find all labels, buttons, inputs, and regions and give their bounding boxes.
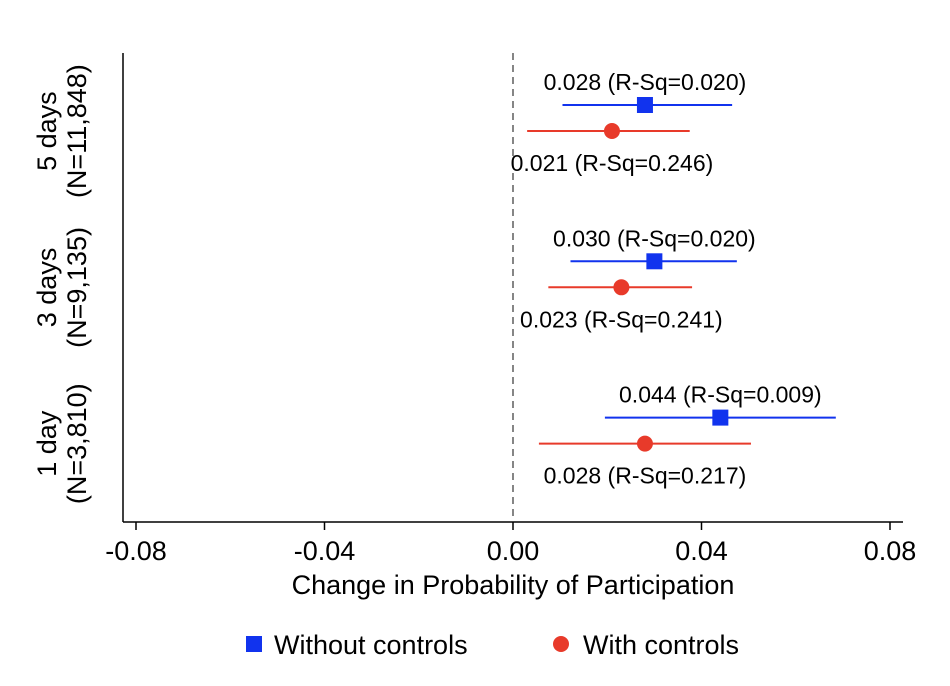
group-label-line1: 1 day bbox=[32, 410, 62, 477]
point-estimate-circle bbox=[636, 435, 653, 452]
group-label-line2: (N=11,848) bbox=[62, 64, 92, 198]
group-label: 3 days (N=9,135) bbox=[32, 227, 92, 348]
estimate-label: 0.044 (R-Sq=0.009) bbox=[619, 382, 822, 408]
legend-label: Without controls bbox=[274, 630, 468, 660]
x-tick-label: 0.04 bbox=[675, 536, 728, 566]
estimate-label: 0.028 (R-Sq=0.020) bbox=[544, 69, 747, 95]
x-tick-label: -0.08 bbox=[105, 536, 167, 566]
legend-marker-square bbox=[246, 636, 262, 652]
x-axis-title: Change in Probability of Participation bbox=[292, 570, 735, 600]
x-tick-label: -0.04 bbox=[294, 536, 356, 566]
x-axis-ticks: -0.08 -0.04 0.00 0.04 0.08 bbox=[105, 522, 916, 566]
estimate-marks: 0.028 (R-Sq=0.020) 0.021 (R-Sq=0.246) 0.03… bbox=[511, 69, 836, 489]
plot-axes bbox=[122, 53, 903, 523]
group-label-line2: (N=9,135) bbox=[62, 227, 92, 348]
group-label: 1 day (N=3,810) bbox=[32, 383, 92, 504]
point-estimate-circle bbox=[613, 279, 630, 296]
group-labels: 5 days (N=11,848) 3 days (N=9,135) 1 day (N=3… bbox=[32, 64, 92, 504]
x-tick-label: 0.08 bbox=[864, 536, 917, 566]
point-estimate-square bbox=[712, 409, 729, 426]
point-estimate-square bbox=[646, 253, 663, 270]
group-label-line1: 3 days bbox=[32, 248, 62, 328]
legend-marker-circle bbox=[553, 636, 569, 652]
estimate-label: 0.030 (R-Sq=0.020) bbox=[553, 225, 756, 251]
point-estimate-square bbox=[636, 97, 653, 113]
estimate-label: 0.021 (R-Sq=0.246) bbox=[511, 150, 714, 176]
point-estimate-circle bbox=[603, 123, 620, 139]
group-label-line1: 5 days bbox=[32, 91, 62, 171]
estimate-label: 0.023 (R-Sq=0.241) bbox=[520, 306, 723, 332]
group-label: 5 days (N=11,848) bbox=[32, 64, 92, 198]
x-tick-label: 0.00 bbox=[487, 536, 540, 566]
legend: Without controls With controls bbox=[246, 630, 739, 660]
estimate-label: 0.028 (R-Sq=0.217) bbox=[544, 463, 747, 489]
legend-label: With controls bbox=[583, 630, 739, 660]
group-label-line2: (N=3,810) bbox=[62, 383, 92, 504]
